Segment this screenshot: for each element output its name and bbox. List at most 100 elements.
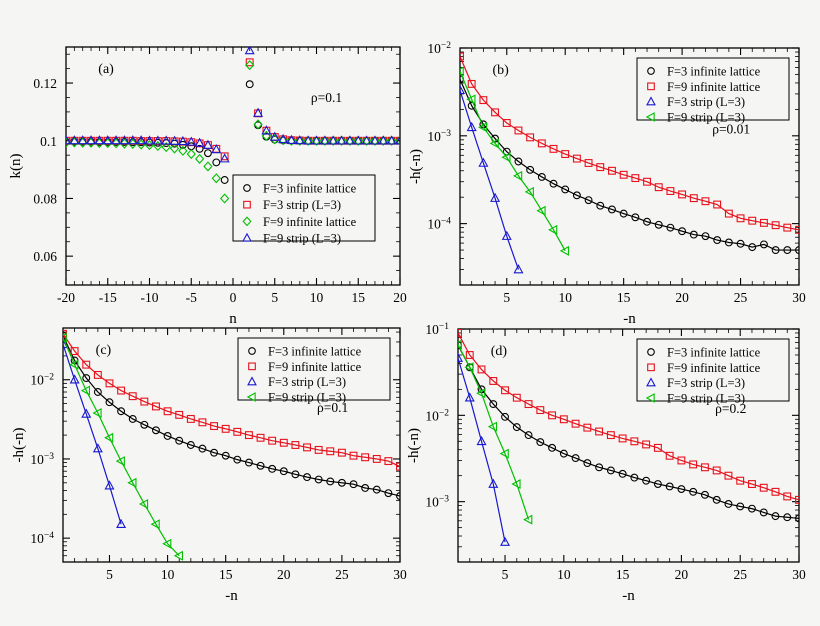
svg-text:5: 5 [271, 290, 278, 305]
density-annotation: ρ=0.1 [311, 90, 342, 105]
fit-curve [460, 56, 799, 231]
fit-curve [458, 357, 506, 543]
legend-label: F=9 strip (L=3) [667, 111, 745, 125]
legend: F=3 infinite lattice F=3 strip (L=3) F=9 i… [232, 174, 376, 246]
svg-text:10: 10 [161, 567, 175, 582]
fit-curve [460, 90, 520, 270]
legend-label: F=3 infinite lattice [268, 345, 362, 359]
series-markers [460, 52, 799, 234]
data-layer [66, 47, 400, 204]
y-axis-label: k(n) [8, 154, 24, 179]
svg-text:10−3: 10−3 [425, 495, 449, 510]
x-axis-label: -n [622, 588, 635, 604]
series-markers [63, 332, 183, 561]
fit-curve [63, 333, 400, 468]
svg-text:30: 30 [792, 290, 806, 305]
fit-curve [63, 344, 122, 525]
svg-text:10: 10 [557, 567, 571, 582]
svg-text:15: 15 [219, 567, 233, 582]
x-axis: 5 10 15 20 25 30 [457, 329, 806, 582]
svg-text:15: 15 [617, 290, 631, 305]
x-axis-label: -n [623, 311, 636, 327]
series-markers [63, 338, 127, 528]
fit-curve [63, 337, 180, 557]
data-layer [63, 329, 400, 561]
series-markers [66, 47, 400, 163]
data-layer [458, 329, 799, 546]
svg-text:25: 25 [733, 567, 747, 582]
density-annotation: ρ=0.01 [712, 121, 750, 136]
series-markers [460, 84, 524, 274]
data-layer [460, 52, 799, 274]
svg-text:10−4: 10−4 [427, 217, 451, 232]
legend-label: F=9 infinite lattice [667, 80, 761, 94]
series-markers [458, 352, 511, 546]
x-axis: 5 10 15 20 25 30 [459, 48, 806, 305]
svg-text:-5: -5 [186, 290, 197, 305]
series-markers [458, 339, 533, 525]
y-axis-label: -h(-n) [408, 149, 424, 184]
x-axis: 5 10 15 20 25 30 [62, 328, 407, 582]
x-axis-label: n [229, 311, 237, 327]
svg-text:0.1: 0.1 [40, 134, 57, 149]
legend-label: F=3 strip (L=3) [268, 375, 346, 389]
fit-curve [458, 332, 799, 501]
y-axis-label: -h(-n) [406, 428, 422, 463]
legend-label: F=3 infinite lattice [667, 65, 761, 79]
panel-letter: (d) [491, 344, 508, 359]
legend-label: F=3 strip (L=3) [667, 95, 745, 109]
y-axis: 10−1 10−2 10−3 [425, 322, 799, 563]
legend-label: F=3 infinite lattice [263, 182, 357, 196]
svg-text:10−2: 10−2 [427, 41, 451, 56]
svg-text:10−2: 10−2 [425, 408, 449, 423]
panel-letter: (b) [493, 63, 510, 78]
legend-label: F=9 strip (L=3) [268, 391, 346, 405]
svg-text:5: 5 [502, 567, 509, 582]
y-axis-label: -h(-n) [11, 428, 27, 463]
svg-text:15: 15 [352, 290, 366, 305]
y-axis: 0.06 0.08 0.1 0.12 [33, 53, 400, 286]
svg-text:10: 10 [310, 290, 324, 305]
series-markers [63, 329, 400, 471]
svg-text:25: 25 [734, 290, 748, 305]
svg-text:5: 5 [106, 567, 113, 582]
plot-frame [459, 47, 800, 286]
legend-label: F=9 strip (L=3) [263, 232, 341, 246]
svg-text:0.06: 0.06 [33, 249, 57, 264]
series-markers [460, 66, 569, 256]
fit-curve [458, 344, 530, 520]
plot-frame [62, 327, 401, 563]
svg-text:20: 20 [277, 567, 291, 582]
legend-label: F=9 infinite lattice [667, 361, 761, 375]
svg-text:20: 20 [675, 290, 689, 305]
svg-text:15: 15 [616, 567, 630, 582]
svg-text:30: 30 [393, 567, 407, 582]
svg-text:25: 25 [335, 567, 349, 582]
density-annotation: ρ=0.1 [317, 400, 348, 415]
fit-curve [458, 344, 799, 519]
svg-text:30: 30 [792, 567, 806, 582]
svg-text:0.12: 0.12 [33, 76, 57, 91]
panel-letter: (c) [96, 343, 112, 358]
svg-text:20: 20 [675, 567, 689, 582]
svg-text:10−3: 10−3 [30, 452, 54, 467]
y-axis: 10−2 10−3 10−4 [30, 331, 400, 563]
legend-label: F=9 strip (L=3) [667, 392, 745, 406]
svg-text:10: 10 [558, 290, 572, 305]
svg-text:0.08: 0.08 [33, 191, 57, 206]
legend-label: F=3 infinite lattice [667, 346, 761, 360]
legend-label: F=9 infinite lattice [268, 360, 362, 374]
svg-text:-20: -20 [57, 290, 75, 305]
svg-text:-10: -10 [141, 290, 159, 305]
density-annotation: ρ=0.2 [715, 401, 746, 416]
svg-text:10−2: 10−2 [30, 373, 54, 388]
fit-curve [460, 79, 799, 251]
